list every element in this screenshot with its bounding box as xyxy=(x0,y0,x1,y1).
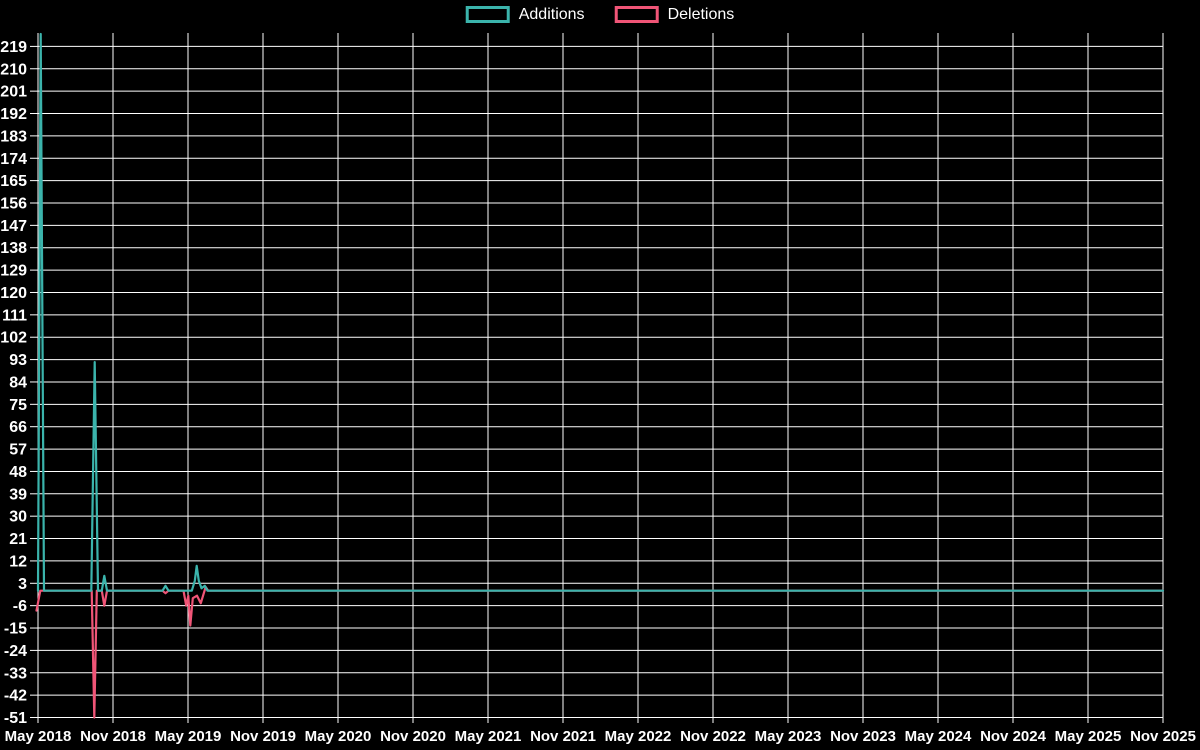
y-tick-label: -6 xyxy=(13,598,27,615)
y-tick-label: 102 xyxy=(0,330,27,347)
y-tick-label: 183 xyxy=(0,128,27,145)
y-tick-label: 165 xyxy=(0,173,27,190)
y-tick-label: 156 xyxy=(0,195,27,212)
y-tick-label: 48 xyxy=(9,464,27,481)
y-tick-label: 174 xyxy=(0,151,27,168)
chart-legend: Additions Deletions xyxy=(465,5,735,23)
y-tick-label: 111 xyxy=(2,307,27,324)
x-tick-label: May 2025 xyxy=(1055,728,1122,745)
legend-item-deletions[interactable]: Deletions xyxy=(614,5,735,23)
x-tick-label: Nov 2020 xyxy=(380,728,446,745)
y-tick-label: 66 xyxy=(9,419,27,436)
x-tick-label: May 2018 xyxy=(5,728,72,745)
legend-item-additions[interactable]: Additions xyxy=(465,5,585,23)
y-tick-label: 21 xyxy=(9,531,27,548)
x-tick-label: Nov 2023 xyxy=(830,728,896,745)
x-tick-label: May 2024 xyxy=(905,728,972,745)
x-tick-label: May 2022 xyxy=(605,728,672,745)
y-tick-label: 120 xyxy=(0,285,27,302)
y-tick-label: -24 xyxy=(4,643,27,660)
legend-label-deletions: Deletions xyxy=(667,5,735,23)
y-tick-label: 84 xyxy=(9,374,27,391)
y-tick-label: 210 xyxy=(0,61,27,78)
x-tick-label: Nov 2018 xyxy=(80,728,146,745)
x-tick-label: Nov 2025 xyxy=(1130,728,1196,745)
y-tick-label: 93 xyxy=(9,352,27,369)
y-tick-label: 12 xyxy=(9,553,27,570)
y-tick-label: 138 xyxy=(0,240,27,257)
x-tick-label: May 2021 xyxy=(455,728,522,745)
y-tick-label: 39 xyxy=(9,486,27,503)
y-tick-label: 3 xyxy=(18,576,27,593)
x-tick-label: May 2023 xyxy=(755,728,822,745)
additions-swatch-icon xyxy=(465,6,510,23)
additions-line xyxy=(36,32,1165,592)
x-tick-label: May 2020 xyxy=(305,728,372,745)
y-tick-label: 129 xyxy=(0,263,27,280)
y-tick-label: 201 xyxy=(0,84,27,101)
y-tick-label: 192 xyxy=(0,106,27,123)
y-tick-label: 75 xyxy=(9,397,27,414)
y-tick-label: -33 xyxy=(4,665,27,682)
x-tick-label: Nov 2019 xyxy=(230,728,296,745)
y-tick-label: 57 xyxy=(9,442,27,459)
x-tick-label: Nov 2021 xyxy=(530,728,596,745)
y-tick-label: -42 xyxy=(4,688,27,705)
y-tick-label: 30 xyxy=(9,509,27,526)
y-tick-label: -15 xyxy=(4,621,27,638)
y-tick-label: 219 xyxy=(0,39,27,56)
deletions-line xyxy=(35,585,1165,719)
y-tick-label: 147 xyxy=(0,218,27,235)
legend-label-additions: Additions xyxy=(518,5,585,23)
y-tick-label: -51 xyxy=(4,710,27,727)
x-tick-label: Nov 2022 xyxy=(680,728,746,745)
deletions-swatch-icon xyxy=(614,6,659,23)
x-tick-label: Nov 2024 xyxy=(980,728,1047,745)
x-tick-label: May 2019 xyxy=(155,728,222,745)
